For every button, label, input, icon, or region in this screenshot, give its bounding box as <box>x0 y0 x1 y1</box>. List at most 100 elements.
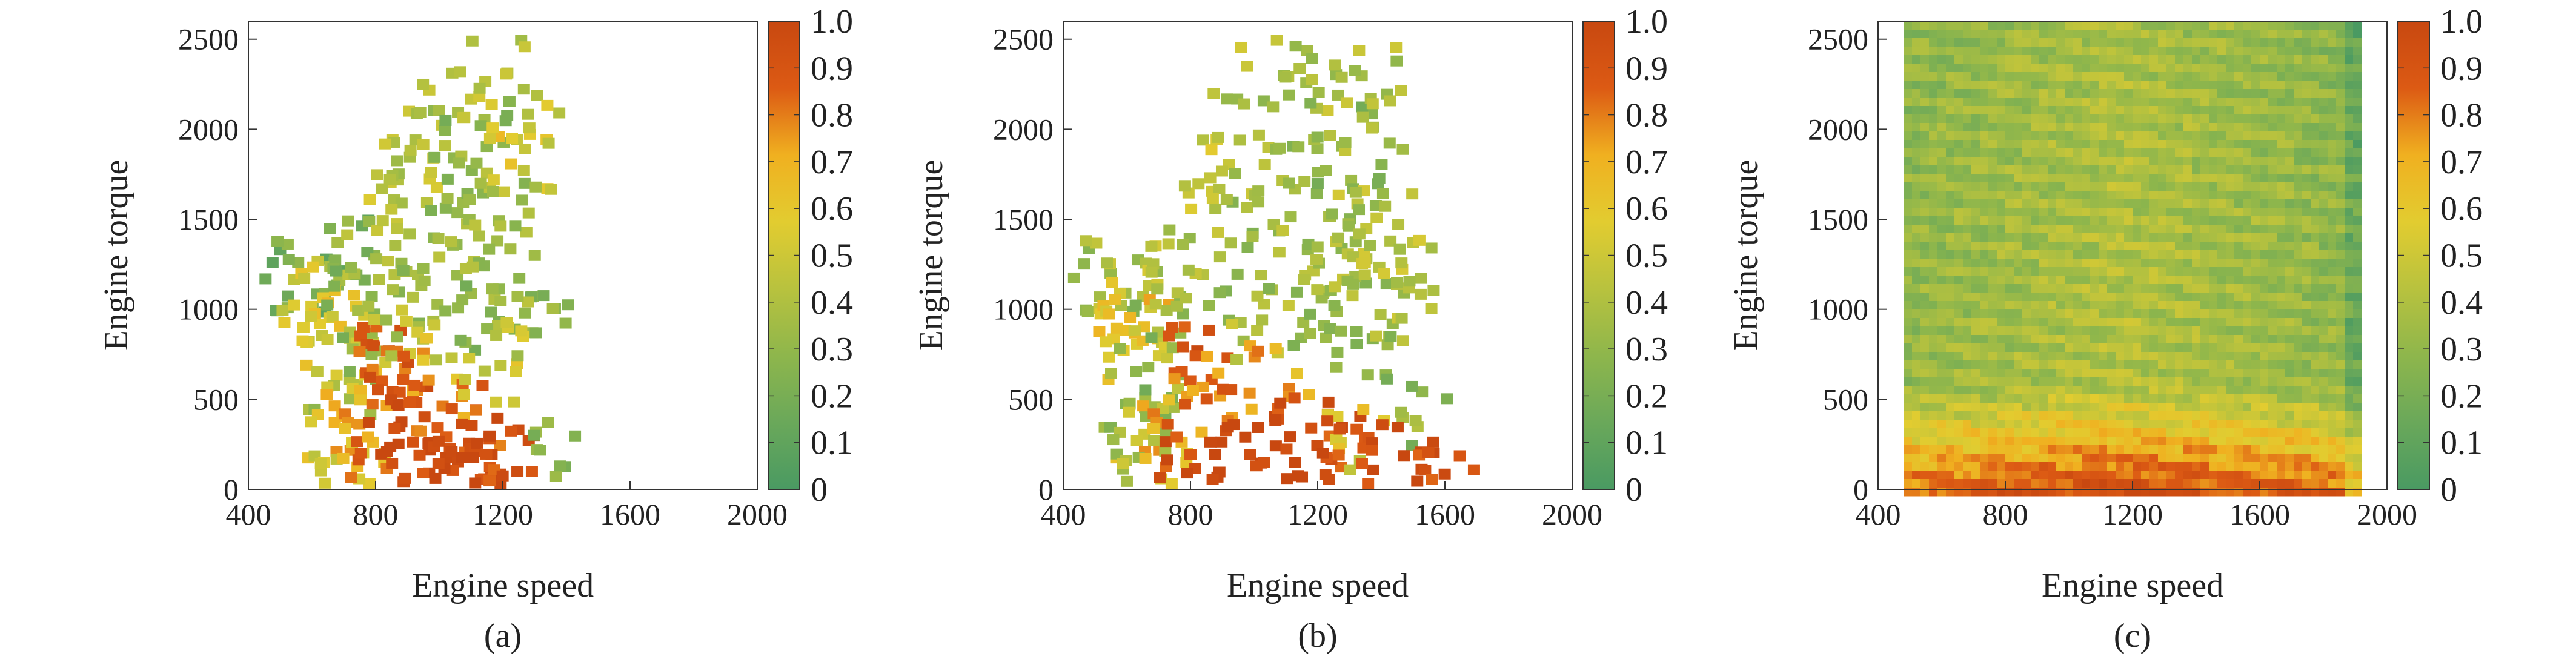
heatmap-cell <box>1946 98 1955 107</box>
heatmap-cell <box>2285 30 2294 39</box>
heatmap-cell <box>1963 174 1972 183</box>
heatmap-cell <box>1090 237 1103 249</box>
heatmap-cell <box>2319 191 2328 200</box>
heatmap-cell <box>2336 369 2345 378</box>
heatmap-cell <box>2039 420 2048 429</box>
heatmap-cell <box>2319 318 2328 327</box>
heatmap-cell <box>296 335 309 346</box>
heatmap-cell <box>1929 284 1938 293</box>
heatmap-cell <box>2311 445 2320 454</box>
heatmap-cell <box>2311 454 2320 463</box>
heatmap-cell <box>2048 38 2057 47</box>
heatmap-cell <box>2056 242 2065 251</box>
heatmap-cell <box>343 366 356 377</box>
heatmap-cell <box>1912 72 1921 81</box>
heatmap-cell <box>2192 165 2201 174</box>
heatmap-cell <box>2124 72 2133 81</box>
heatmap-cell <box>2217 174 2226 183</box>
heatmap-cell <box>2345 250 2354 259</box>
heatmap-cell <box>2285 377 2294 386</box>
heatmap-cell <box>523 122 536 134</box>
heatmap-cell <box>2209 309 2218 319</box>
heatmap-cell <box>2192 360 2201 369</box>
heatmap-cell <box>1946 106 1955 115</box>
heatmap-cell <box>2090 72 2099 81</box>
heatmap-cell <box>2243 64 2252 73</box>
heatmap-cell <box>2124 157 2133 166</box>
heatmap-cell <box>2082 165 2091 174</box>
heatmap-cell <box>2141 437 2150 446</box>
heatmap-cell <box>2073 98 2082 107</box>
heatmap-cell <box>2243 369 2252 378</box>
heatmap-cell <box>363 478 376 489</box>
heatmap-cell <box>2353 165 2362 174</box>
heatmap-cell <box>2056 208 2065 217</box>
heatmap-cell <box>2251 216 2260 225</box>
heatmap-cell <box>2285 21 2294 30</box>
heatmap-cell <box>1929 47 1938 56</box>
heatmap-cell <box>2082 377 2091 386</box>
heatmap-cell <box>2183 225 2193 234</box>
heatmap-cell <box>2056 326 2065 336</box>
heatmap-cell <box>1946 276 1955 285</box>
heatmap-cell <box>1988 462 1997 471</box>
heatmap-cell <box>2141 462 2150 471</box>
heatmap-cell <box>2268 123 2277 132</box>
heatmap-cell <box>1954 377 1964 386</box>
heatmap-cell <box>2082 403 2091 412</box>
heatmap-cell <box>2192 208 2201 217</box>
heatmap-cell <box>2243 318 2252 327</box>
heatmap-cell <box>2082 89 2091 98</box>
heatmap-cell <box>1353 204 1366 216</box>
heatmap-cell <box>2133 479 2142 488</box>
heatmap-cell <box>2090 225 2099 234</box>
heatmap-cell <box>2268 140 2277 149</box>
heatmap-cell <box>2124 208 2133 217</box>
heatmap-cell <box>2345 386 2354 395</box>
heatmap-cell <box>454 334 467 346</box>
heatmap-cell <box>1971 369 1980 378</box>
heatmap-cell <box>2056 148 2065 157</box>
heatmap-cell <box>1963 462 1972 471</box>
heatmap-cell <box>2268 445 2277 454</box>
heatmap-cell <box>2141 98 2150 107</box>
heatmap-cell <box>1937 267 1947 276</box>
heatmap-cell <box>348 290 360 301</box>
heatmap-cell <box>1467 464 1480 475</box>
heatmap-cell <box>2065 471 2074 480</box>
heatmap-cell <box>2005 301 2014 310</box>
heatmap-cell <box>1980 428 1989 437</box>
heatmap-cell <box>2116 199 2125 208</box>
heatmap-cell <box>2099 335 2108 344</box>
heatmap-cell <box>1980 293 1989 302</box>
heatmap-cell <box>2056 403 2065 412</box>
heatmap-cell <box>2124 242 2133 251</box>
heatmap-cell <box>2141 411 2150 420</box>
heatmap-cell <box>2149 131 2159 141</box>
heatmap-cell <box>2082 386 2091 395</box>
heatmap-cell <box>559 317 572 329</box>
heatmap-cell <box>2005 437 2014 446</box>
heatmap-cell <box>2277 191 2286 200</box>
heatmap-cell <box>2319 343 2328 353</box>
heatmap-cell <box>318 477 331 489</box>
heatmap-cell <box>2328 242 2337 251</box>
heatmap-cell <box>2192 309 2201 319</box>
heatmap-cell <box>2209 386 2218 395</box>
heatmap-cell <box>1997 21 2006 30</box>
heatmap-cell <box>2251 123 2260 132</box>
heatmap-cell <box>2149 98 2159 107</box>
heatmap-cell <box>2353 233 2362 242</box>
heatmap-cell <box>2192 123 2201 132</box>
heatmap-cell <box>1904 335 1913 344</box>
heatmap-cell <box>1378 268 1390 279</box>
heatmap-cell <box>2302 309 2311 319</box>
heatmap-cell <box>1929 21 1938 30</box>
heatmap-cell <box>1920 318 1930 327</box>
heatmap-cell <box>2183 216 2193 225</box>
heatmap-cell <box>2116 309 2125 319</box>
heatmap-cell <box>1329 59 1341 71</box>
heatmap-cell <box>2133 403 2142 412</box>
heatmap-cell <box>2268 403 2277 412</box>
heatmap-cell <box>1904 454 1913 463</box>
